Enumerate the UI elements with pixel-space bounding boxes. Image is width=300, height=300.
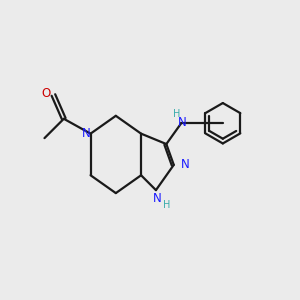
- Text: H: H: [173, 109, 180, 119]
- Text: H: H: [163, 200, 170, 210]
- Text: N: N: [181, 158, 190, 171]
- Text: O: O: [41, 87, 50, 100]
- Text: N: N: [82, 127, 91, 140]
- Text: N: N: [153, 192, 162, 205]
- Text: N: N: [177, 116, 186, 129]
